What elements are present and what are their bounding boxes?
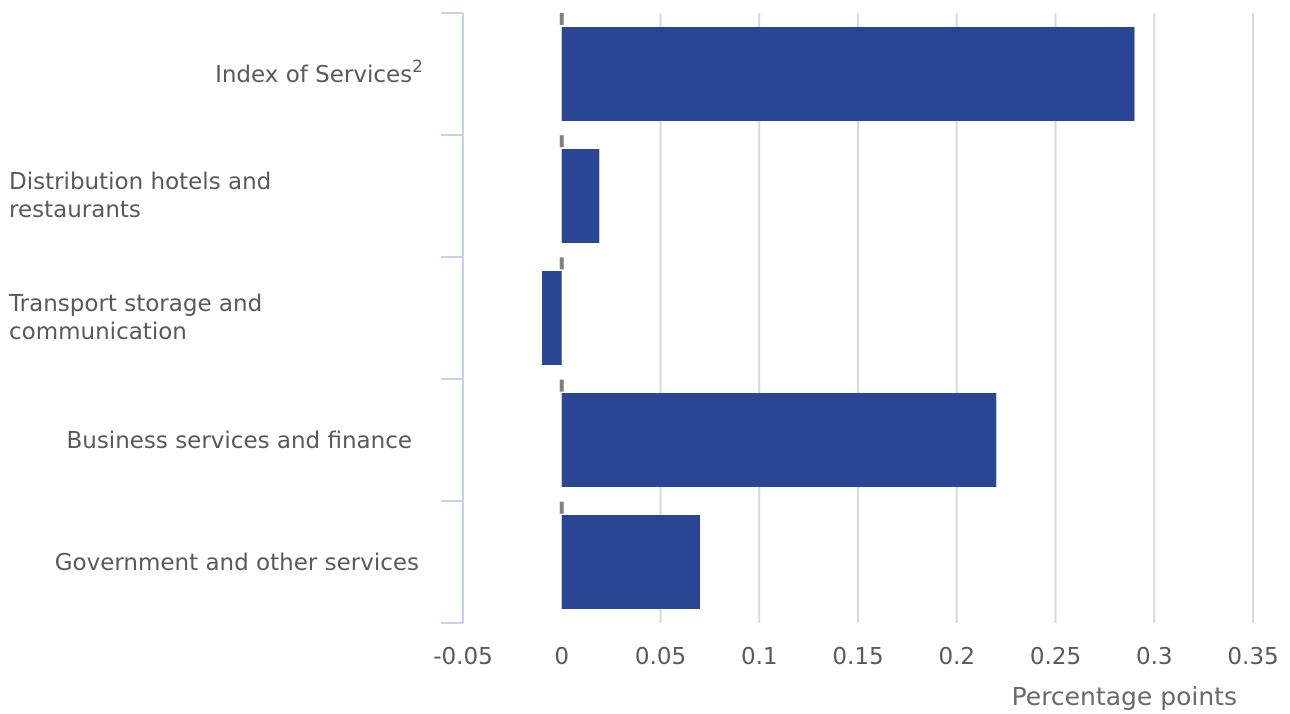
bar xyxy=(561,149,600,243)
category-label: Index of Services2 xyxy=(215,57,423,88)
x-tick-labels: -0.05 0 0.05 0.1 0.15 0.2 0.25 0.3 0.35 xyxy=(433,644,1278,670)
x-tick-label: -0.05 xyxy=(433,644,493,670)
bars xyxy=(542,27,1135,609)
category-label: Business services and finance xyxy=(66,428,412,454)
x-tick-label: 0.1 xyxy=(741,644,778,670)
category-labels: Index of Services2 Distribution hotels an… xyxy=(8,57,423,576)
x-axis-title: Percentage points xyxy=(1012,682,1237,711)
category-label: Distribution hotels and restaurants xyxy=(9,169,271,223)
x-tick-label: 0.35 xyxy=(1227,644,1278,670)
x-tick-label: 0.3 xyxy=(1136,644,1173,670)
bar xyxy=(542,271,562,365)
x-tick-label: 0.05 xyxy=(635,644,686,670)
bar xyxy=(561,393,997,487)
x-tick-label: 0.25 xyxy=(1030,644,1081,670)
category-label: Government and other services xyxy=(55,550,419,576)
bar xyxy=(561,515,700,609)
x-tick-label: 0.2 xyxy=(938,644,975,670)
bar xyxy=(561,27,1135,121)
x-tick-label: 0 xyxy=(554,644,569,670)
x-tick-label: 0.15 xyxy=(832,644,883,670)
category-axis xyxy=(441,12,464,624)
category-label: Transport storage and communication xyxy=(8,291,262,345)
